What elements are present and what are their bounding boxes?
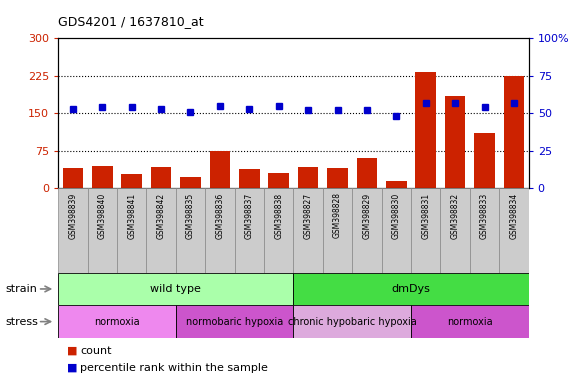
Bar <box>504 76 524 188</box>
Text: GSM398841: GSM398841 <box>127 192 136 238</box>
Bar <box>58 188 88 273</box>
Bar <box>175 305 293 338</box>
Bar <box>474 133 495 188</box>
Bar <box>293 188 323 273</box>
Bar <box>235 188 264 273</box>
Bar <box>415 72 436 188</box>
Bar <box>150 167 171 188</box>
Bar <box>92 166 113 188</box>
Bar <box>210 151 230 188</box>
Text: GSM398837: GSM398837 <box>245 192 254 238</box>
Bar <box>88 188 117 273</box>
Text: percentile rank within the sample: percentile rank within the sample <box>80 363 268 373</box>
Text: GSM398831: GSM398831 <box>421 192 431 238</box>
Bar <box>239 169 260 188</box>
Bar <box>470 188 499 273</box>
Text: GSM398842: GSM398842 <box>156 192 166 238</box>
Text: count: count <box>80 346 112 356</box>
Text: GSM398838: GSM398838 <box>274 192 283 238</box>
Text: GSM398835: GSM398835 <box>186 192 195 238</box>
Text: GSM398829: GSM398829 <box>363 192 371 238</box>
Text: GSM398840: GSM398840 <box>98 192 107 238</box>
Text: GSM398827: GSM398827 <box>304 192 313 238</box>
Text: normoxia: normoxia <box>94 316 140 327</box>
Text: GSM398833: GSM398833 <box>480 192 489 238</box>
Bar <box>205 188 235 273</box>
Bar <box>411 305 529 338</box>
Text: normobaric hypoxia: normobaric hypoxia <box>186 316 283 327</box>
Text: dmDys: dmDys <box>392 284 431 294</box>
Bar <box>323 188 352 273</box>
Text: GSM398830: GSM398830 <box>392 192 401 238</box>
Bar <box>293 273 529 305</box>
Bar <box>146 188 176 273</box>
Text: ■: ■ <box>67 363 77 373</box>
Bar <box>175 188 205 273</box>
Bar <box>411 188 440 273</box>
Bar <box>440 188 470 273</box>
Text: stress: stress <box>6 316 39 327</box>
Text: wild type: wild type <box>150 284 201 294</box>
Text: GSM398834: GSM398834 <box>510 192 518 238</box>
Bar <box>293 305 411 338</box>
Bar <box>499 188 529 273</box>
Text: GSM398828: GSM398828 <box>333 192 342 238</box>
Bar <box>382 188 411 273</box>
Bar <box>352 188 382 273</box>
Bar <box>121 174 142 188</box>
Bar <box>327 168 348 188</box>
Text: GDS4201 / 1637810_at: GDS4201 / 1637810_at <box>58 15 204 28</box>
Text: chronic hypobaric hypoxia: chronic hypobaric hypoxia <box>288 316 417 327</box>
Text: ■: ■ <box>67 346 77 356</box>
Bar <box>268 173 289 188</box>
Text: GSM398832: GSM398832 <box>451 192 460 238</box>
Text: GSM398839: GSM398839 <box>69 192 77 238</box>
Bar <box>58 305 175 338</box>
Text: normoxia: normoxia <box>447 316 493 327</box>
Text: GSM398836: GSM398836 <box>216 192 224 238</box>
Bar <box>63 168 83 188</box>
Text: strain: strain <box>6 284 38 294</box>
Bar <box>357 158 377 188</box>
Bar <box>386 181 407 188</box>
Bar <box>180 177 201 188</box>
Bar <box>117 188 146 273</box>
Bar <box>264 188 293 273</box>
Bar <box>445 96 465 188</box>
Bar <box>58 273 293 305</box>
Bar <box>298 167 318 188</box>
